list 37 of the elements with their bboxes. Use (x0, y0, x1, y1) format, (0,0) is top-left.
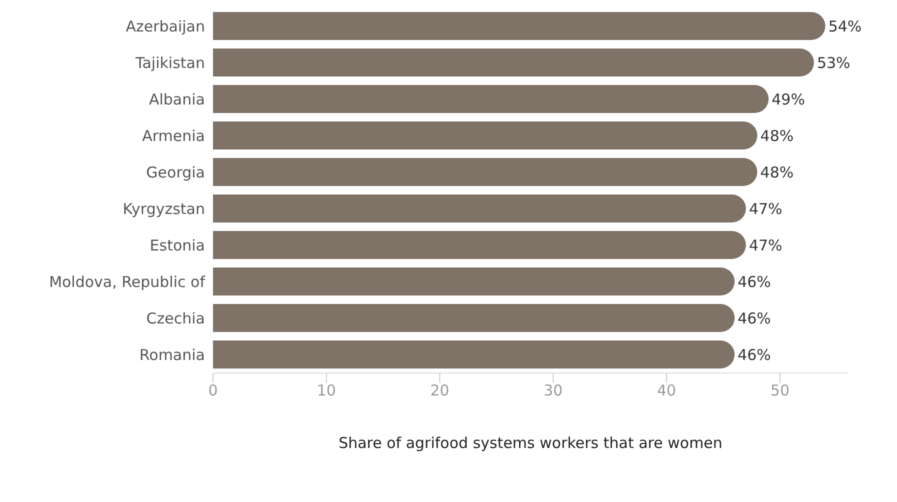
y-tick-label: Georgia (146, 164, 205, 182)
data-label: 48% (760, 126, 794, 145)
x-tick-label: 50 (770, 382, 790, 400)
y-tick-label: Moldova, Republic of (49, 273, 206, 292)
bar (213, 304, 735, 332)
data-label: 53% (816, 54, 850, 72)
bar (213, 122, 758, 150)
bar (213, 194, 746, 222)
y-tick-label: Tajikistan (134, 54, 205, 72)
y-tick-label: Armenia (142, 127, 205, 146)
data-label: 46% (738, 272, 771, 291)
bar (213, 12, 826, 40)
x-tick-label: 0 (208, 382, 218, 400)
x-tick-label: 30 (544, 382, 563, 400)
data-label: 48% (760, 163, 794, 182)
bar (213, 85, 769, 113)
y-tick-label: Albania (148, 90, 205, 109)
bar (213, 48, 814, 76)
data-label: 46% (738, 309, 771, 328)
y-tick-label: Azerbaijan (126, 18, 205, 36)
y-tick-label: Estonia (150, 236, 205, 255)
x-axis-title: Share of agrifood systems workers that are women (338, 434, 722, 452)
bar (213, 158, 758, 186)
x-tick-label: 20 (430, 382, 450, 400)
y-tick-label: Czechia (146, 310, 205, 328)
data-label: 47% (748, 200, 782, 218)
x-tick-label: 40 (657, 382, 676, 400)
y-tick-label: Kyrgyzstan (122, 200, 205, 218)
data-label: 54% (828, 17, 862, 36)
data-label: 49% (772, 90, 805, 108)
x-tick-label: 10 (316, 382, 336, 400)
data-label: 47% (748, 236, 782, 254)
bar (213, 340, 735, 368)
data-label: 46% (738, 346, 771, 364)
y-tick-label: Romania (139, 346, 205, 364)
bar (213, 268, 735, 296)
bar (213, 231, 746, 259)
